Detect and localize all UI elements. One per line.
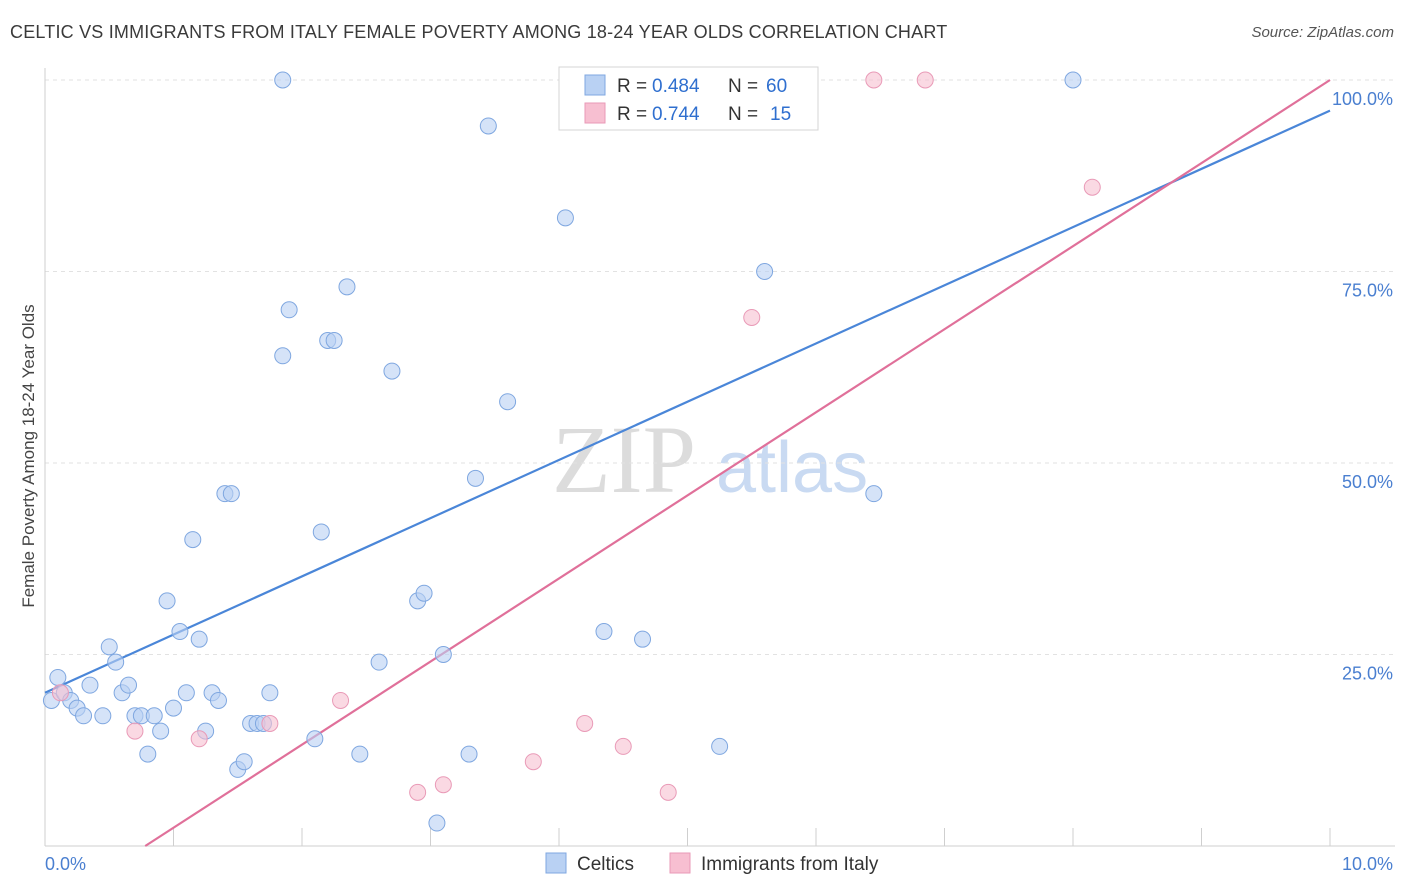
celtics-point <box>479 117 497 135</box>
celtics-point <box>274 71 292 89</box>
celtics-point <box>306 730 324 748</box>
stats-legend: R = 0.484 N = 60 R = 0.744 N = 15 <box>558 66 819 131</box>
celtics-point <box>184 531 202 549</box>
y-tick-labels: 25.0% 50.0% 75.0% 100.0% <box>1332 89 1393 684</box>
celtics-point <box>499 393 517 411</box>
axes <box>44 68 1395 847</box>
celtics-point <box>370 653 388 671</box>
gridlines <box>45 79 1395 655</box>
y-tick-label: 75.0% <box>1342 281 1393 301</box>
celtics-point <box>49 668 67 686</box>
italy-point <box>434 776 452 794</box>
italy-point <box>409 783 427 801</box>
italy-point <box>865 71 883 89</box>
legend-r-label-2: R = <box>617 104 652 125</box>
celtics-point <box>351 745 369 763</box>
svg-text:R = 0.744 N =: R = 0.744 N = 15 <box>617 104 791 125</box>
celtics-point <box>100 638 118 656</box>
italy-point <box>261 714 279 732</box>
italy-point <box>614 737 632 755</box>
legend-r-label-1: R = <box>617 76 652 97</box>
celtics-point <box>190 630 208 648</box>
celtics-point <box>261 684 279 702</box>
celtics-point <box>865 485 883 503</box>
celtics-point <box>94 707 112 725</box>
italy-point <box>916 71 934 89</box>
celtics-point <box>139 745 157 763</box>
legend-n-value-2: 15 <box>770 104 791 125</box>
legend-r-value-2: 0.744 <box>652 104 700 125</box>
italy-point <box>190 730 208 748</box>
italy-point <box>1083 178 1101 196</box>
celtics-point <box>222 485 240 503</box>
x-tick-labels: 0.0% 10.0% <box>45 854 1393 874</box>
y-tick-label: 100.0% <box>1332 89 1393 109</box>
celtics-point <box>120 676 138 694</box>
bottom-legend-swatch-celtics <box>545 852 567 874</box>
source-label: Source: ZipAtlas.com <box>1251 24 1394 41</box>
celtics-point <box>556 209 574 227</box>
italy-point <box>332 691 350 709</box>
y-axis-title: Female Poverty Among 18-24 Year Olds <box>19 304 38 607</box>
celtics-point <box>428 814 446 832</box>
x-tick-label: 0.0% <box>45 854 86 874</box>
data-points <box>42 71 1101 832</box>
italy-point <box>576 714 594 732</box>
italy-point <box>659 783 677 801</box>
celtics-point <box>209 691 227 709</box>
celtics-point <box>75 707 93 725</box>
legend-n-value-1: 60 <box>766 76 787 97</box>
italy-point <box>126 722 144 740</box>
celtics-point <box>158 592 176 610</box>
series-legend: Celtics Immigrants from Italy <box>545 852 879 875</box>
legend-swatch-italy <box>584 102 606 124</box>
celtics-point <box>325 331 343 349</box>
celtics-point <box>383 362 401 380</box>
bottom-legend-label-italy: Immigrants from Italy <box>701 854 879 875</box>
legend-swatch-celtics <box>584 74 606 96</box>
celtics-point <box>165 699 182 717</box>
celtics-point <box>595 623 613 641</box>
celtics-point <box>235 753 253 771</box>
trendlines <box>44 79 1331 847</box>
celtics-point <box>171 623 189 641</box>
legend-n-label-2: N = <box>728 104 763 125</box>
italy-point <box>51 684 69 702</box>
watermark-atlas: atlas <box>716 428 868 508</box>
celtics-point <box>756 263 774 280</box>
celtics-point <box>415 584 433 602</box>
celtics-point <box>145 707 163 725</box>
celtics-point <box>466 469 484 487</box>
italy-point <box>743 308 761 326</box>
trendline-celtics <box>44 109 1331 694</box>
celtics-point <box>152 722 170 740</box>
celtics-point <box>338 278 356 296</box>
celtics-point <box>1064 71 1082 89</box>
x-tick-label: 10.0% <box>1342 854 1393 874</box>
italy-point <box>524 753 542 771</box>
celtics-point <box>312 523 330 541</box>
celtics-point <box>711 737 729 755</box>
celtics-point <box>460 745 478 763</box>
chart-title: CELTIC VS IMMIGRANTS FROM ITALY FEMALE P… <box>10 22 948 42</box>
celtics-point <box>434 646 452 663</box>
watermark-zip: ZIP <box>552 406 696 513</box>
bottom-legend-swatch-italy <box>669 852 691 874</box>
trendline-italy <box>144 79 1331 847</box>
svg-text:R = 0.484 N =: R = 0.484 N = 60 <box>617 76 787 97</box>
legend-n-label-1: N = <box>728 76 763 97</box>
legend-r-value-1: 0.484 <box>652 76 700 97</box>
y-tick-label: 50.0% <box>1342 472 1393 492</box>
celtics-point <box>177 684 195 702</box>
y-tick-label: 25.0% <box>1342 664 1393 684</box>
bottom-legend-label-celtics: Celtics <box>577 854 634 875</box>
celtics-point <box>274 347 292 365</box>
celtics-point <box>280 301 298 319</box>
celtics-point <box>107 653 125 671</box>
celtics-point <box>81 676 99 694</box>
celtics-point <box>634 630 652 648</box>
